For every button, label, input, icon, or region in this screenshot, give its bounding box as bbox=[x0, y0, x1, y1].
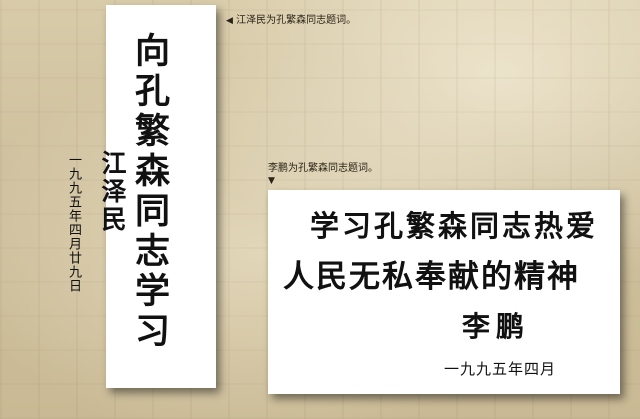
left-date: 一九九五年四月廿九日 bbox=[66, 153, 81, 293]
right-signature: 李鹏 bbox=[462, 310, 531, 343]
right-caption: 李鹏为孔繁森同志题词。 ▼ bbox=[268, 163, 378, 187]
right-inscription-line-2: 人民无私奉献的精神 bbox=[283, 259, 580, 295]
right-date: 一九九五年四月 bbox=[444, 360, 557, 378]
left-main-inscription: 向孔繁森同志学习 bbox=[129, 32, 170, 352]
right-inscription-line-1: 学习孔繁森同志热爱 bbox=[310, 209, 599, 243]
right-calligraphy-scroll bbox=[268, 190, 620, 394]
down-pointer-icon: ▼ bbox=[268, 176, 275, 186]
left-caption: ◀ 江泽民为孔繁森同志题词。 bbox=[226, 15, 356, 27]
left-signature: 江泽民 bbox=[98, 150, 127, 234]
right-caption-text: 李鹏为孔繁森同志题词。 bbox=[268, 163, 378, 174]
left-calligraphy-scroll bbox=[106, 5, 216, 388]
left-caption-text: 江泽民为孔繁森同志题词。 bbox=[236, 15, 357, 26]
left-pointer-icon: ◀ bbox=[226, 16, 233, 26]
